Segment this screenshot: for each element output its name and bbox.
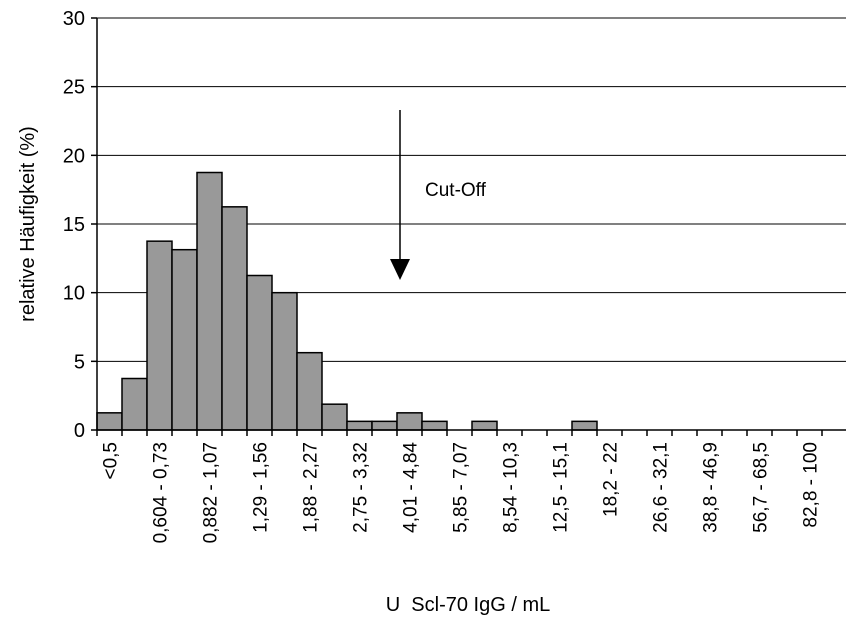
bar [371, 420, 398, 431]
cutoff-annotation: Cut-Off [390, 110, 487, 280]
bar [196, 171, 223, 431]
x-tick-labels: <0,5 0,604 - 0,73 0,882 - 1,07 1,29 - 1,56 1… [96, 430, 823, 543]
y-tick-label: 30 [63, 8, 85, 30]
bar [96, 412, 123, 431]
x-tick-label: 18,2 - 22 [601, 442, 622, 517]
x-tick-label: 8,54 - 10,3 [501, 442, 522, 533]
x-tick-label: 38,8 - 46,9 [701, 442, 722, 533]
y-tick-label: 0 [74, 420, 85, 442]
bar [246, 274, 273, 431]
x-tick-label: 26,6 - 32,1 [651, 442, 672, 533]
bar [296, 351, 323, 431]
x-tick-label: 5,85 - 7,07 [451, 442, 472, 533]
y-tick-label: 15 [63, 214, 85, 236]
bar [171, 248, 198, 431]
bar [396, 412, 423, 431]
bar [571, 420, 598, 431]
y-tick-label: 20 [63, 145, 85, 167]
x-tick-label: 4,01 - 4,84 [401, 442, 422, 533]
y-tick-label: 10 [63, 283, 85, 305]
x-tick-label: 1,29 - 1,56 [251, 442, 272, 533]
x-tick-label: 2,75 - 3,32 [351, 442, 372, 533]
bar [471, 420, 498, 431]
x-tick-label: 0,882 - 1,07 [201, 442, 222, 543]
x-tick-label: <0,5 [101, 442, 122, 480]
bars [96, 171, 598, 431]
x-tick-label: 56,7 - 68,5 [751, 442, 772, 533]
bar [321, 403, 348, 431]
x-tick-label: 0,604 - 0,73 [151, 442, 172, 543]
x-tick-label: 82,8 - 100 [801, 442, 822, 528]
bar [146, 240, 173, 431]
bar [271, 291, 298, 431]
bar [421, 420, 448, 431]
y-tick-label: 5 [74, 351, 85, 373]
bar [121, 377, 148, 431]
y-tick-labels: 0 5 10 15 20 25 30 [63, 8, 97, 442]
x-tick-label: 12,5 - 15,1 [551, 442, 572, 533]
y-tick-label: 25 [63, 77, 85, 99]
y-axis-title: relative Häufigkeit (%) [17, 126, 39, 322]
cutoff-label: Cut-Off [425, 180, 487, 201]
bar [346, 420, 373, 431]
x-axis-title: U Scl-70 IgG / mL [386, 594, 551, 616]
bar [221, 206, 248, 431]
cutoff-arrow-head [390, 259, 410, 280]
x-tick-label: 1,88 - 2,27 [301, 442, 322, 533]
